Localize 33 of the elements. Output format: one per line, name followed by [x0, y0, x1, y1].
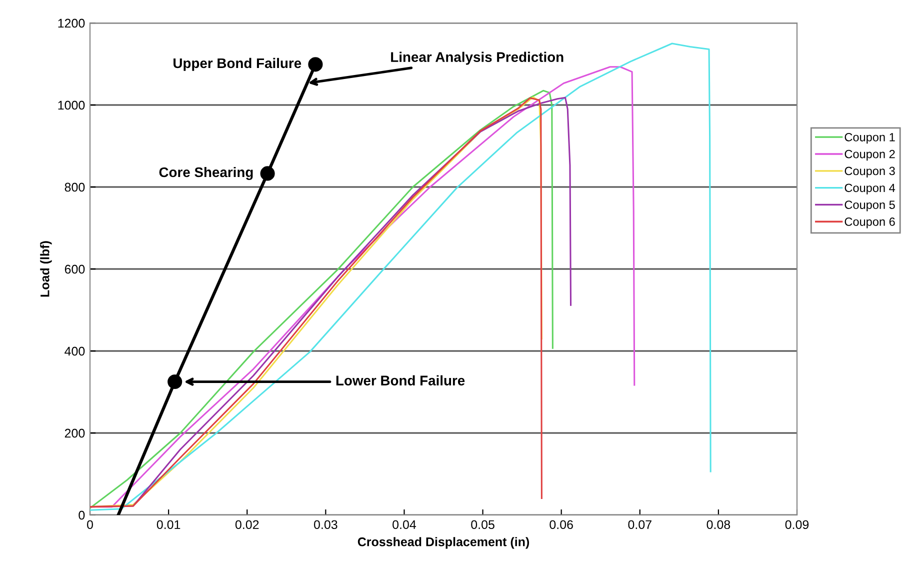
y-tick-label: 600 [64, 264, 85, 274]
y-tick-label: 1000 [58, 100, 85, 110]
annotation: Linear Analysis Prediction [391, 52, 564, 65]
annotation: Core Shearing [159, 166, 253, 180]
x-tick-label: 0.08 [706, 520, 730, 530]
x-tick-label: 0.04 [392, 520, 416, 530]
x-tick-label: 0.03 [314, 520, 338, 530]
y-tick-label: 400 [64, 346, 85, 356]
y-tick-label: 200 [64, 428, 85, 438]
legend-label: Coupon 1 [844, 132, 895, 144]
y-tick-label: 0 [78, 510, 85, 520]
legend-label: Coupon 3 [844, 166, 895, 178]
x-tick-label: 0.06 [550, 520, 573, 530]
legend-label: Coupon 6 [844, 218, 895, 228]
x-tick-label: 0.01 [156, 520, 180, 530]
x-tick-label: 0.05 [471, 520, 494, 530]
y-tick-label: 1200 [58, 18, 85, 28]
point [260, 166, 275, 181]
point [168, 374, 182, 390]
y-axis-title: Load (lbf) [40, 241, 52, 297]
legend-label: Coupon 4 [844, 184, 896, 194]
legend-label: Coupon 2 [844, 150, 895, 161]
y-tick-label: 800 [64, 182, 85, 192]
annotation: Upper Bond Failure [174, 58, 302, 71]
x-tick-label: 0.09 [785, 520, 809, 530]
legend-label: Coupon 5 [844, 200, 895, 212]
x-axis-title: Crosshead Displacement (in) [358, 537, 530, 549]
x-tick-label: 0 [87, 520, 93, 530]
x-tick-label: 0.02 [235, 520, 259, 530]
line-series [90, 42, 712, 511]
point [308, 57, 323, 72]
x-tick-label: 0.07 [628, 520, 652, 530]
annotation: Lower Bond Failure [336, 375, 465, 386]
